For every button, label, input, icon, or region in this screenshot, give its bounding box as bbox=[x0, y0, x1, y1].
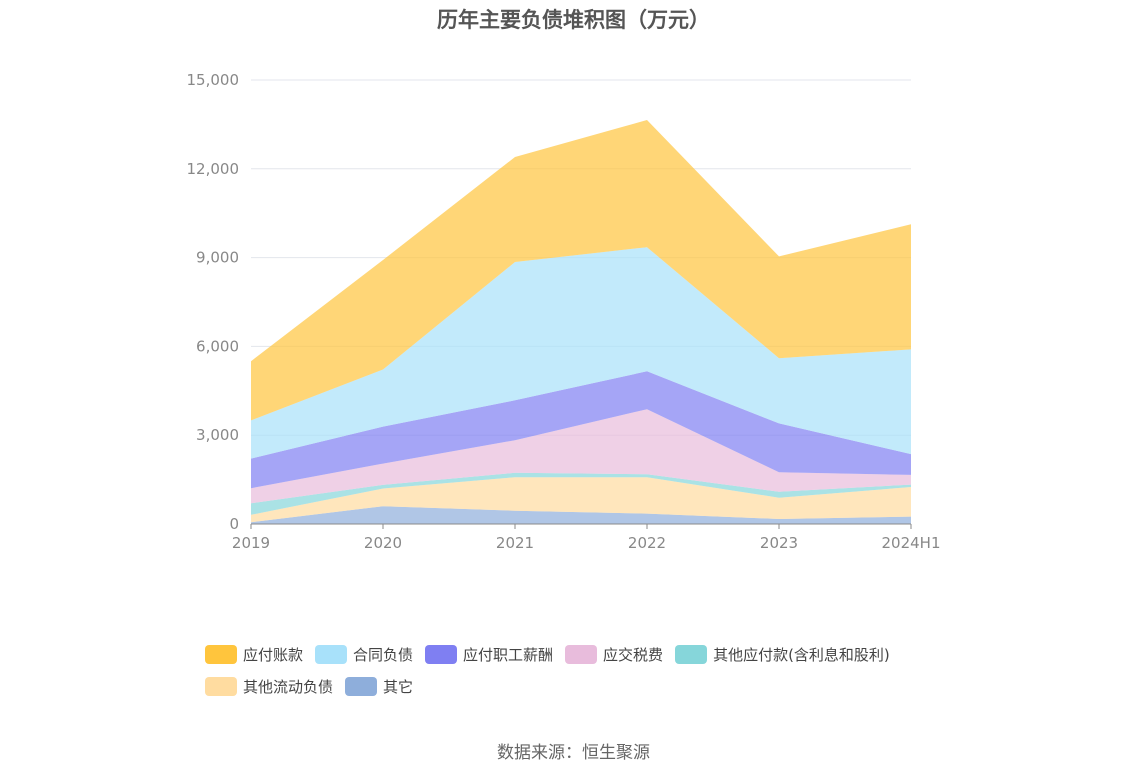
legend-label: 应付账款 bbox=[243, 645, 304, 664]
legend-swatch bbox=[345, 676, 378, 696]
legend-swatch bbox=[205, 644, 237, 664]
legend-label: 应交税费 bbox=[603, 645, 664, 664]
legend-swatch bbox=[315, 644, 348, 664]
y-tick-label: 9,000 bbox=[196, 249, 239, 267]
area-应交税费 bbox=[251, 409, 911, 504]
legend-swatch bbox=[205, 676, 237, 696]
legend-item[interactable]: 其他应付款(含利息和股利) bbox=[675, 638, 890, 670]
grid-lines: 0 3,000 6,000 9,000 12,000 15,000 bbox=[187, 71, 911, 533]
legend-item[interactable]: 其他流动负债 bbox=[205, 670, 333, 702]
legend-item[interactable]: 其它 bbox=[345, 670, 413, 702]
x-tick-label: 2022 bbox=[628, 534, 666, 552]
legend-item[interactable]: 合同负债 bbox=[315, 638, 413, 670]
legend-label: 其他应付款(含利息和股利) bbox=[713, 645, 890, 664]
area-其它 bbox=[251, 506, 911, 524]
area-合同负债 bbox=[251, 247, 911, 459]
stacked-area-chart: 0 3,000 6,000 9,000 12,000 15,000 2019 2020 202… bbox=[187, 71, 941, 552]
legend-label: 合同负债 bbox=[353, 645, 414, 664]
y-tick-label: 6,000 bbox=[196, 337, 239, 355]
legend-item[interactable]: 应付职工薪酬 bbox=[425, 638, 553, 670]
legend-swatch bbox=[425, 644, 458, 664]
x-tick-label: 2020 bbox=[364, 534, 402, 552]
legend-swatch bbox=[565, 644, 598, 664]
area-其他流动负债 bbox=[251, 477, 911, 523]
x-tick-label: 2024H1 bbox=[882, 534, 941, 552]
y-tick-label: 0 bbox=[229, 515, 239, 533]
legend-label: 其他流动负债 bbox=[243, 677, 334, 696]
x-tick-label: 2023 bbox=[760, 534, 798, 552]
y-tick-label: 15,000 bbox=[187, 71, 240, 89]
area-series bbox=[251, 120, 911, 524]
x-tick-label: 2019 bbox=[232, 534, 270, 552]
y-tick-label: 12,000 bbox=[187, 160, 240, 178]
legend-item[interactable]: 应交税费 bbox=[565, 638, 663, 670]
chart-legend: 应付账款 合同负债 应付职工薪酬 应交税费 其他应付款(含利息和股利) 其他流动负债 其它 bbox=[205, 638, 965, 702]
data-source: 数据来源：恒生聚源 bbox=[497, 743, 650, 763]
y-tick-label: 3,000 bbox=[196, 426, 239, 444]
legend-label: 其它 bbox=[383, 677, 414, 696]
legend-label: 应付职工薪酬 bbox=[463, 645, 554, 664]
area-其他应付款(含利息和股利) bbox=[251, 472, 911, 515]
axes: 2019 2020 2021 2022 2023 2024H1 bbox=[232, 523, 941, 552]
x-tick-label: 2021 bbox=[496, 534, 534, 552]
legend-swatch bbox=[675, 644, 708, 664]
legend-item[interactable]: 应付账款 bbox=[205, 638, 303, 670]
area-应付账款 bbox=[251, 120, 911, 421]
chart-title: 历年主要负债堆积图（万元） bbox=[437, 8, 710, 32]
area-应付职工薪酬 bbox=[251, 371, 911, 489]
